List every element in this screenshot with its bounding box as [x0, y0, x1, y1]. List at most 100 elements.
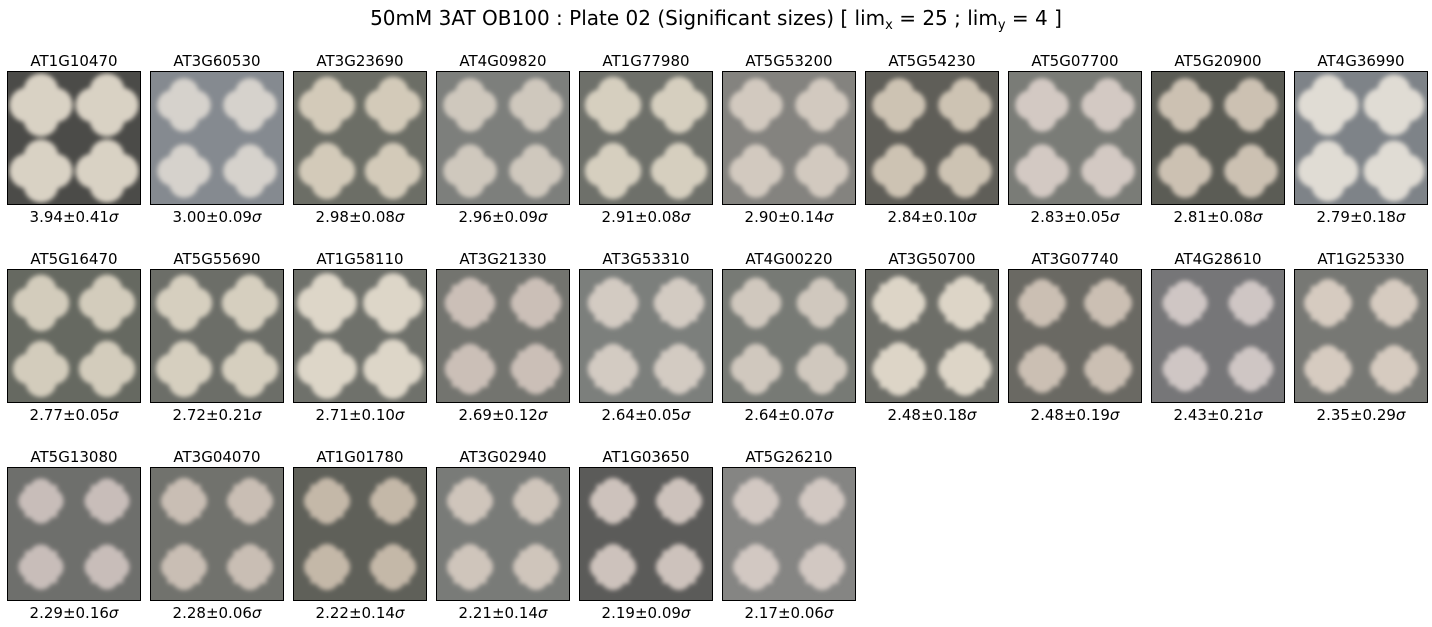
colony-image — [7, 71, 141, 205]
sigma-unit: σ — [251, 406, 262, 424]
colony-image — [579, 467, 713, 601]
colony-spots — [303, 477, 417, 591]
colony-image — [150, 467, 284, 601]
gene-label: AT3G21330 — [459, 250, 547, 268]
score-value: 2.77±0.05 — [29, 406, 109, 424]
sigma-unit: σ — [1109, 406, 1120, 424]
size-score: 2.48±0.19σ — [998, 406, 1152, 424]
score-value: 2.71±0.10 — [315, 406, 395, 424]
colony-spots — [1162, 280, 1274, 392]
colony-spots — [297, 273, 423, 399]
colony-spots — [1297, 74, 1425, 202]
colony-image — [722, 71, 856, 205]
colony-image — [1294, 71, 1428, 205]
colony-image — [1151, 71, 1285, 205]
colony-image — [150, 71, 284, 205]
colony-spots — [872, 276, 992, 396]
score-value: 3.00±0.09 — [172, 208, 252, 226]
score-value: 2.17±0.06 — [744, 604, 824, 622]
score-value: 2.19±0.09 — [601, 604, 681, 622]
colony-image — [1151, 269, 1285, 403]
score-value: 2.91±0.08 — [601, 208, 681, 226]
colony-image — [7, 269, 141, 403]
gene-label: AT5G20900 — [1174, 52, 1262, 70]
colony-spots — [446, 477, 560, 591]
size-score: 2.84±0.10σ — [855, 208, 1009, 226]
sigma-unit: σ — [823, 208, 834, 226]
colony-image — [7, 467, 141, 601]
sigma-unit: σ — [108, 604, 119, 622]
score-value: 2.28±0.06 — [172, 604, 252, 622]
colony-spots — [730, 277, 848, 395]
gene-label: AT3G23690 — [316, 52, 404, 70]
sigma-unit: σ — [537, 406, 548, 424]
sigma-unit: σ — [108, 406, 119, 424]
colony-spots — [872, 78, 992, 198]
gene-label: AT1G01780 — [316, 448, 404, 466]
gene-label: AT3G07740 — [1031, 250, 1119, 268]
sigma-unit: σ — [251, 208, 262, 226]
colony-spots — [444, 277, 562, 395]
sigma-unit: σ — [394, 604, 405, 622]
size-score: 2.69±0.12σ — [426, 406, 580, 424]
size-score: 2.48±0.18σ — [855, 406, 1009, 424]
sigma-unit: σ — [251, 604, 262, 622]
size-score: 2.64±0.07σ — [712, 406, 866, 424]
gene-label: AT4G36990 — [1317, 52, 1405, 70]
score-value: 2.72±0.21 — [172, 406, 252, 424]
colony-spots — [18, 478, 130, 590]
size-score: 2.72±0.21σ — [140, 406, 294, 424]
colony-image — [436, 71, 570, 205]
size-score: 2.79±0.18σ — [1284, 208, 1432, 226]
gene-label: AT1G10470 — [30, 52, 118, 70]
colony-image — [1294, 269, 1428, 403]
colony-spots — [1015, 78, 1135, 198]
colony-spots — [298, 76, 422, 200]
gene-label: AT3G02940 — [459, 448, 547, 466]
colony-image — [579, 71, 713, 205]
gene-label: AT1G77980 — [602, 52, 690, 70]
sigma-unit: σ — [680, 604, 691, 622]
sigma-unit: σ — [108, 208, 119, 226]
score-value: 2.64±0.07 — [744, 406, 824, 424]
size-score: 2.90±0.14σ — [712, 208, 866, 226]
colony-spots — [732, 477, 846, 591]
sigma-unit: σ — [823, 406, 834, 424]
size-score: 2.64±0.05σ — [569, 406, 723, 424]
colony-image — [1008, 71, 1142, 205]
score-value: 2.43±0.21 — [1173, 406, 1253, 424]
sigma-unit: σ — [537, 604, 548, 622]
size-score: 2.29±0.16σ — [0, 604, 151, 622]
size-score: 2.19±0.09σ — [569, 604, 723, 622]
size-score: 3.00±0.09σ — [140, 208, 294, 226]
sigma-unit: σ — [966, 406, 977, 424]
gene-label: AT1G03650 — [602, 448, 690, 466]
sigma-unit: σ — [1252, 208, 1263, 226]
colony-spots — [12, 274, 136, 398]
colony-spots — [157, 78, 277, 198]
colony-spots — [9, 73, 139, 203]
gene-label: AT5G07700 — [1031, 52, 1119, 70]
colony-image — [865, 71, 999, 205]
size-score: 3.94±0.41σ — [0, 208, 151, 226]
size-score: 2.21±0.14σ — [426, 604, 580, 622]
colony-image — [436, 467, 570, 601]
size-score: 2.81±0.08σ — [1141, 208, 1295, 226]
sigma-unit: σ — [680, 208, 691, 226]
colony-spots — [160, 477, 274, 591]
size-score: 2.91±0.08σ — [569, 208, 723, 226]
gene-label: AT1G58110 — [316, 250, 404, 268]
gene-label: AT5G26210 — [745, 448, 833, 466]
size-score: 2.83±0.05σ — [998, 208, 1152, 226]
score-value: 2.69±0.12 — [458, 406, 538, 424]
colony-image — [293, 71, 427, 205]
score-value: 2.35±0.29 — [1316, 406, 1396, 424]
colony-image — [722, 467, 856, 601]
score-value: 2.22±0.14 — [315, 604, 395, 622]
colony-image — [722, 269, 856, 403]
colony-spots — [729, 78, 849, 198]
score-value: 2.84±0.10 — [887, 208, 967, 226]
score-value: 2.64±0.05 — [601, 406, 681, 424]
gene-label: AT1G25330 — [1317, 250, 1405, 268]
colony-spots — [443, 78, 563, 198]
